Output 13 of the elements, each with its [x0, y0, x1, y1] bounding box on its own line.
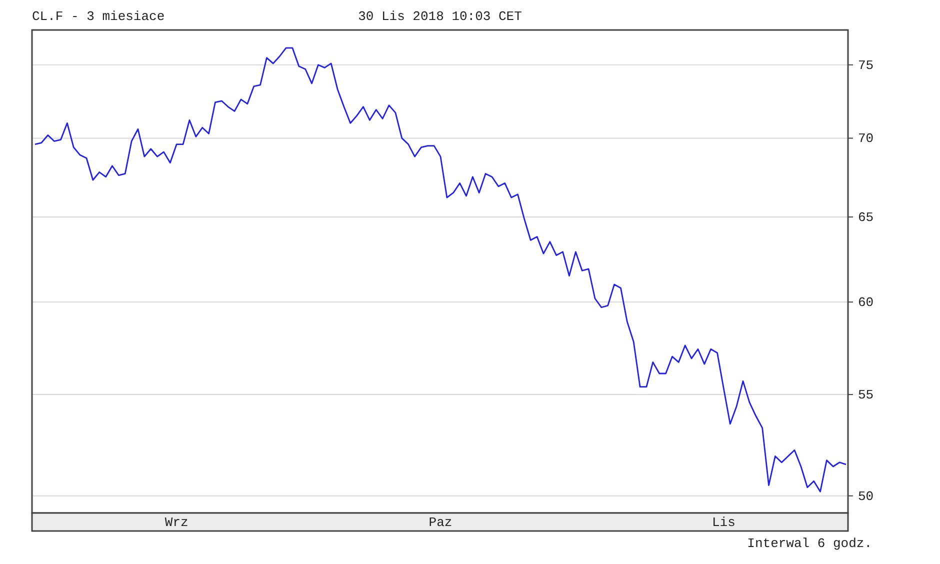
x-tick-label: Paz [428, 515, 452, 530]
chart-title: CL.F - 3 miesiace [32, 9, 165, 24]
text: Interwal 6 godz. [747, 536, 872, 551]
y-tick-label: 55 [858, 388, 874, 403]
y-tick-label: 75 [858, 58, 874, 73]
x-tick-label: Wrz [164, 515, 188, 530]
y-tick-label: 70 [858, 131, 874, 146]
y-tick-label: 60 [858, 295, 874, 310]
y-tick-label: 65 [858, 210, 874, 225]
chart-subtitle: 30 Lis 2018 10:03 CET [358, 9, 522, 24]
x-tick-label: Lis [712, 515, 736, 530]
line-series [34, 47, 847, 492]
y-tick-label: 50 [858, 488, 874, 504]
